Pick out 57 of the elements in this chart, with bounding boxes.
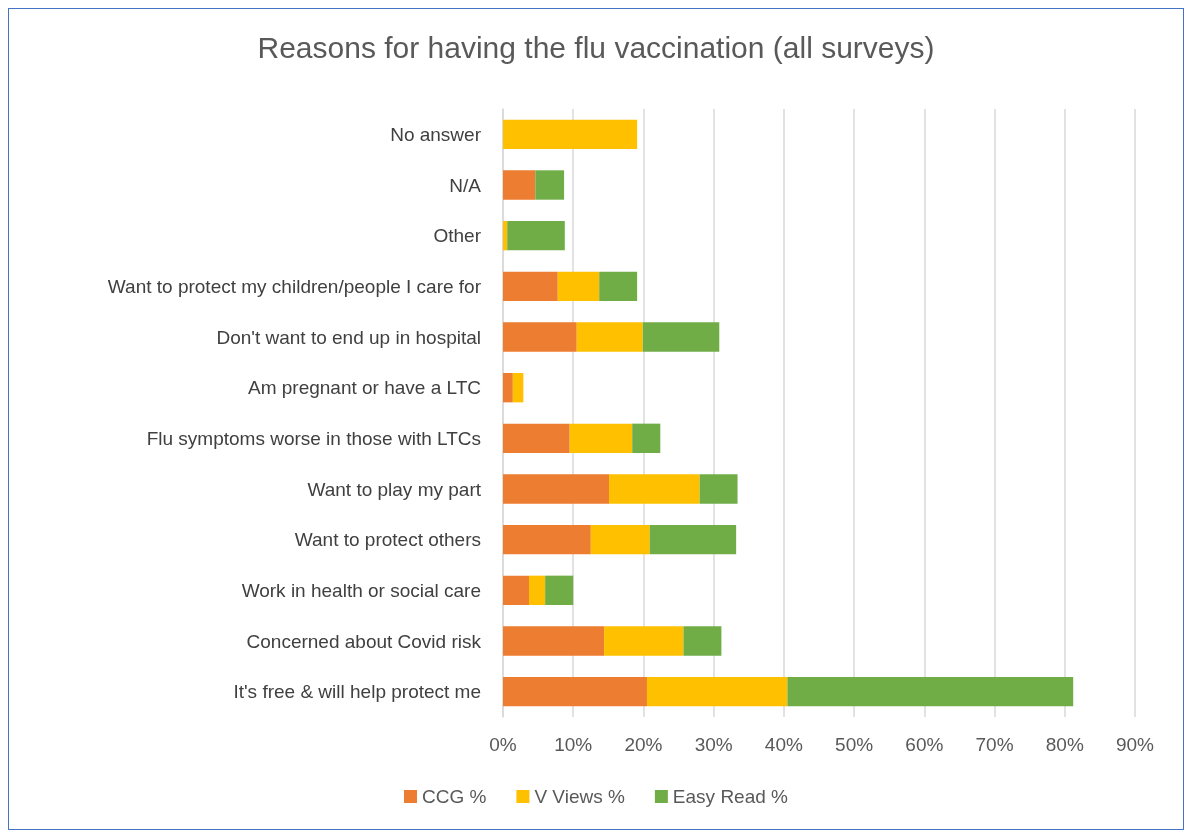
y-tick-label: Want to play my part [307, 478, 482, 500]
y-tick-label: Don't want to end up in hospital [216, 326, 481, 348]
bar [683, 626, 722, 656]
bar [642, 322, 720, 352]
bar [503, 271, 558, 302]
bar [699, 474, 738, 504]
bar [528, 575, 546, 606]
x-tick-label: 90% [1115, 734, 1155, 755]
bar [507, 220, 565, 251]
x-tick-label: 10% [554, 734, 593, 755]
y-tick-label: Concerned about Covid risk [246, 630, 482, 652]
chart-title: Reasons for having the flu vaccination (all surveys) [257, 30, 935, 64]
bar [604, 626, 684, 656]
bar [503, 423, 570, 454]
y-tick-label: Want to protect others [294, 529, 481, 551]
x-tick-label: 50% [835, 734, 874, 755]
bar [503, 119, 638, 150]
bar [535, 170, 565, 200]
bar [503, 524, 591, 555]
y-tick-label: Flu symptoms worse in those with LTCs [146, 427, 481, 449]
bar [503, 575, 529, 606]
bar [632, 423, 661, 454]
y-tick-label: Am pregnant or have a LTC [247, 377, 481, 399]
bar [503, 626, 605, 656]
x-tick-label: 60% [905, 734, 944, 755]
bar [646, 676, 788, 707]
bar [787, 676, 1074, 707]
bar [590, 524, 650, 555]
bar [599, 271, 638, 302]
bar [569, 423, 633, 454]
bar [503, 220, 508, 251]
legend-label: CCG % [422, 786, 487, 807]
x-tick-label: 70% [975, 734, 1014, 755]
x-tick-label: 20% [624, 734, 663, 755]
x-tick-label: 0% [489, 734, 517, 755]
bar [545, 575, 574, 606]
x-tick-label: 80% [1045, 734, 1084, 755]
y-tick-label: Work in health or social care [241, 579, 481, 601]
bar [512, 372, 524, 403]
bar [557, 271, 600, 302]
bar [503, 170, 536, 200]
x-tick-label: 30% [694, 734, 733, 755]
bar [649, 524, 737, 555]
legend-label: V Views % [534, 786, 625, 807]
bar [503, 322, 577, 352]
y-tick-label: Other [433, 225, 482, 247]
bar [503, 372, 513, 403]
bar [576, 322, 643, 352]
bar [503, 474, 610, 504]
y-tick-label: It's free & will help protect me [233, 681, 481, 703]
bar [609, 474, 700, 504]
x-tick-label: 40% [764, 734, 804, 755]
y-tick-label: Want to protect my children/people I care for [107, 275, 482, 297]
y-tick-label: No answer [390, 123, 482, 145]
y-tick-label: N/A [449, 174, 482, 196]
bar [503, 676, 647, 707]
legend-label: Easy Read % [672, 786, 789, 807]
